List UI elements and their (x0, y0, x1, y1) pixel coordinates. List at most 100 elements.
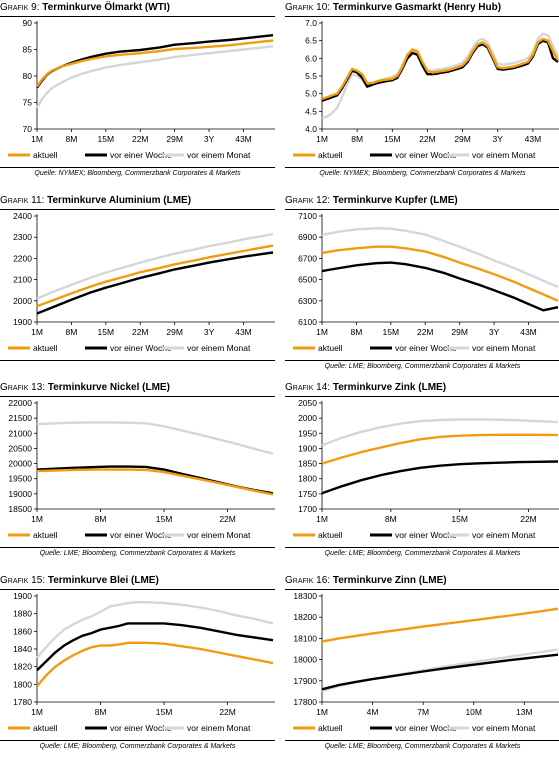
x-tick-label: 43M (235, 134, 252, 144)
x-tick-label: 8M (385, 514, 397, 524)
chart-title-text: Terminkurve Zink (LME) (332, 382, 447, 393)
y-tick-label: 18200 (293, 612, 317, 622)
y-tick-label: 2000 (13, 296, 32, 306)
x-tick-label: 15M (98, 134, 115, 144)
title-rule (285, 16, 559, 17)
series-line-vor-einer-woche (321, 261, 559, 312)
x-tick-label: 15M (451, 514, 468, 524)
y-tick-label: 5.5 (305, 71, 317, 81)
x-tick-label: 15M (156, 514, 173, 524)
legend-label: vor einem Monat (187, 343, 251, 353)
chart-title: Grafik 11: Terminkurve Aluminium (LME) (0, 193, 275, 209)
y-tick-label: 20000 (8, 459, 32, 469)
y-tick-label: 75 (23, 98, 33, 108)
y-tick-label: 6.0 (305, 53, 317, 63)
y-tick-label: 1700 (298, 504, 317, 514)
chart-title: Grafik 14: Terminkurve Zink (LME) (285, 380, 559, 396)
y-tick-label: 80 (23, 71, 33, 81)
chart-number: Grafik 14: (285, 382, 331, 393)
series-line-aktuell (36, 641, 274, 687)
y-tick-label: 18000 (293, 655, 317, 665)
series-line-aktuell (321, 607, 559, 643)
series-line-aktuell (321, 37, 559, 101)
chart-number: Grafik 11: (0, 195, 45, 206)
y-tick-label: 21500 (8, 413, 32, 423)
line-chart: 17800 17900 18000 18100 18200 18300 1M 4M 7M 10M 1… (293, 591, 559, 733)
x-tick-label: 22M (520, 514, 537, 524)
y-tick-label: 1880 (13, 609, 32, 619)
series-line-vor-einem-monat (321, 648, 559, 693)
legend-label: vor einer Woche (395, 723, 457, 733)
y-tick-label: 2200 (13, 253, 32, 263)
y-tick-label: 1780 (13, 697, 32, 707)
y-tick-label: 1840 (13, 644, 32, 654)
series-line-aktuell (321, 245, 559, 302)
x-tick-label: 29M (454, 134, 471, 144)
series-line-aktuell (36, 244, 274, 308)
series-line-vor-einer-woche (321, 653, 559, 691)
series-line-vor-einem-monat (321, 227, 559, 289)
y-tick-label: 2050 (298, 398, 317, 408)
x-tick-label: 8M (66, 327, 78, 337)
chart-panel: Grafik 16: Terminkurve Zinn (LME) 17800 17… (285, 573, 559, 761)
y-tick-label: 18100 (293, 633, 317, 643)
x-tick-label: 3Y (204, 134, 215, 144)
y-tick-label: 20500 (8, 443, 32, 453)
chart-panel: Grafik 14: Terminkurve Zink (LME) 1700 175… (285, 380, 559, 568)
y-tick-label: 90 (23, 18, 33, 28)
y-tick-label: 2100 (13, 275, 32, 285)
y-tick-label: 1860 (13, 626, 32, 636)
source-note: Quelle: LME; Bloomberg, Commerzbank Corp… (324, 363, 521, 370)
x-tick-label: 15M (98, 327, 115, 337)
x-tick-label: 3Y (493, 134, 504, 144)
chart-number: Grafik 13: (0, 382, 46, 393)
x-tick-label: 22M (219, 707, 236, 717)
x-tick-label: 43M (525, 134, 542, 144)
chart-title-text: Terminkurve Nickel (LME) (47, 382, 170, 393)
title-rule (285, 589, 559, 590)
y-tick-label: 4.0 (305, 124, 317, 134)
title-rule (0, 16, 275, 17)
chart-panel: Grafik 9: Terminkurve Ölmarkt (WTI) 70 75 8… (0, 0, 275, 188)
line-chart: 70 75 80 85 90 1M 8M 15M 22M 29M 3Y 43M aktuell vor e… (8, 18, 275, 160)
y-tick-label: 17800 (293, 697, 317, 707)
x-tick-label: 4M (367, 707, 379, 717)
series-line-vor-einem-monat (321, 418, 559, 447)
x-tick-label: 1M (31, 514, 43, 524)
y-tick-label: 19000 (8, 489, 32, 499)
chart-title-text: Terminkurve Zinn (LME) (332, 575, 447, 586)
y-tick-label: 6100 (298, 317, 317, 327)
chart-panel: Grafik 15: Terminkurve Blei (LME) 1780 180… (0, 573, 275, 761)
legend-label: aktuell (33, 530, 58, 540)
series-line-vor-einem-monat (36, 600, 274, 659)
y-tick-label: 1800 (298, 474, 317, 484)
legend-label: vor einer Woche (110, 343, 172, 353)
x-tick-label: 1M (316, 327, 328, 337)
chart-title-text: Terminkurve Ölmarkt (WTI) (42, 2, 170, 13)
series-line-vor-einem-monat (36, 232, 274, 300)
legend-label: vor einer Woche (110, 150, 172, 160)
legend-label: vor einer Woche (395, 343, 457, 353)
series-line-aktuell (36, 468, 274, 496)
source-note: Quelle: NYMEX; Bloomberg, Commerzbank Co… (319, 170, 526, 177)
source-rule (285, 167, 559, 168)
title-rule (0, 209, 275, 210)
chart-title: Grafik 9: Terminkurve Ölmarkt (WTI) (0, 0, 275, 16)
line-chart: 4.0 4.5 5.0 5.5 6.0 6.5 7.0 1M 8M 15M 22M 29M 3Y 43M a… (293, 18, 559, 160)
y-tick-label: 1820 (13, 662, 32, 672)
y-tick-label: 6300 (298, 296, 317, 306)
chart-title: Grafik 15: Terminkurve Blei (LME) (0, 573, 275, 589)
x-tick-label: 22M (219, 514, 236, 524)
source-note: Quelle: LME; Bloomberg, Commerzbank Corp… (324, 550, 521, 557)
legend-label: vor einer Woche (395, 150, 457, 160)
y-tick-label: 17900 (293, 676, 317, 686)
series-line-vor-einem-monat (36, 421, 274, 455)
chart-number: Grafik 15: (0, 575, 46, 586)
x-tick-label: 22M (132, 327, 149, 337)
x-tick-label: 3Y (489, 327, 500, 337)
x-tick-label: 22M (132, 134, 149, 144)
chart-title-text: Terminkurve Kupfer (LME) (332, 195, 458, 206)
x-tick-label: 15M (156, 707, 173, 717)
chart-title: Grafik 12: Terminkurve Kupfer (LME) (285, 193, 559, 209)
